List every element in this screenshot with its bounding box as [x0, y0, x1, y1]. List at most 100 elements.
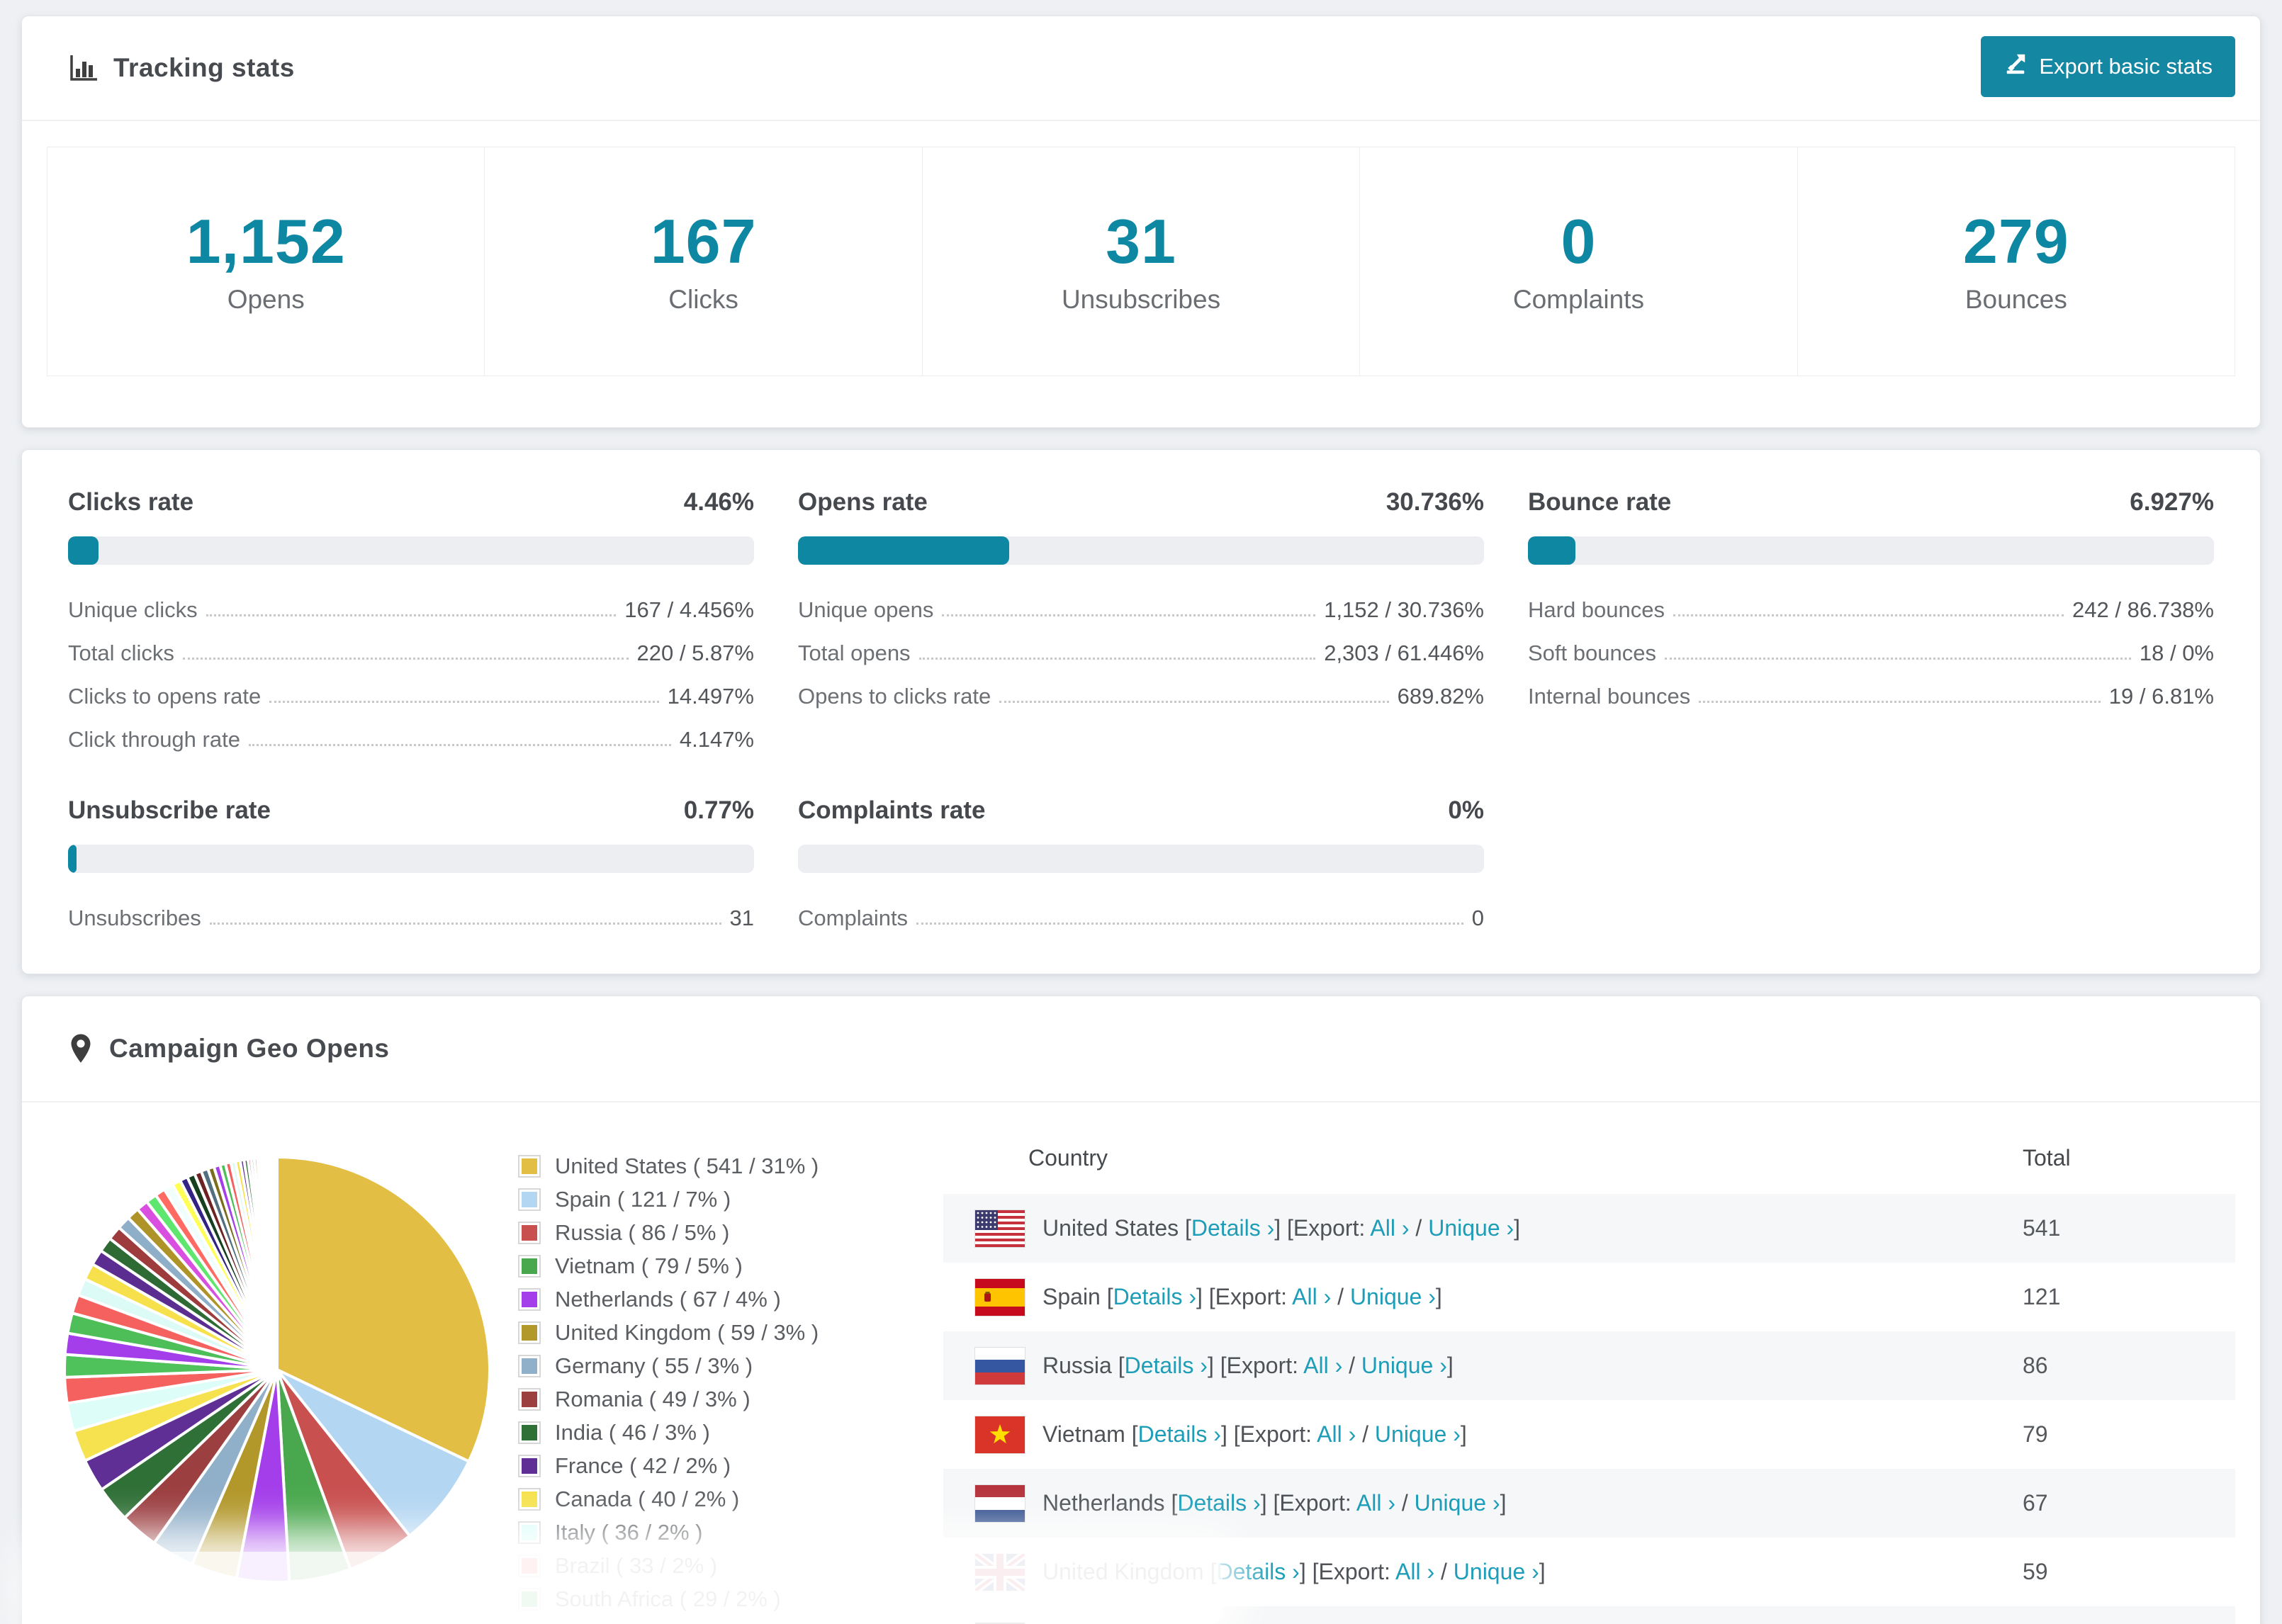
details-link[interactable]: Details › — [1113, 1284, 1196, 1309]
details-link[interactable]: Details › — [1124, 1353, 1208, 1378]
total-cell: 121 — [2023, 1284, 2061, 1309]
export-all-link[interactable]: All › — [1395, 1559, 1435, 1584]
rate-row: Click through rate 4.147% — [68, 727, 754, 752]
legend-item-united-states: United States ( 541 / 31% ) — [518, 1154, 926, 1179]
legend-label: United States ( 541 / 31% ) — [555, 1154, 819, 1178]
legend-item-india: India ( 46 / 3% ) — [518, 1420, 926, 1445]
export-all-link[interactable]: All › — [1317, 1421, 1356, 1447]
legend-swatch — [518, 1321, 541, 1344]
country-cell: Spain [Details ›] [Export: All › / Uniqu… — [1042, 1284, 1442, 1309]
stat-label: Complaints — [1512, 285, 1644, 314]
legend-item-netherlands: Netherlands ( 67 / 4% ) — [518, 1287, 926, 1312]
legend-label: France ( 42 / 2% ) — [555, 1453, 731, 1478]
rates-card: Clicks rate 4.46% Unique clicks 167 / 4.456… — [21, 449, 2261, 974]
rate-section-unsubscribe-rate: Unsubscribe rate 0.77% Unsubscribes 31 — [68, 796, 754, 931]
geo-table-header: Country Total — [943, 1124, 2235, 1194]
rate-title: Clicks rate — [68, 488, 194, 516]
rate-value: 0.77% — [683, 796, 754, 824]
rate-row-value: 1,152 / 30.736% — [1324, 597, 1484, 622]
dotted-leader — [209, 923, 721, 925]
rate-row-value: 4.147% — [679, 727, 754, 752]
rate-row: Total clicks 220 / 5.87% — [68, 641, 754, 666]
stat-box-bounces: 279 Bounces — [1798, 147, 2235, 376]
legend-item-germany: Germany ( 55 / 3% ) — [518, 1353, 926, 1379]
flag-icon-us — [974, 1209, 1025, 1248]
rate-row-label: Unique clicks — [68, 597, 198, 622]
stat-label: Clicks — [668, 285, 738, 314]
export-button-label: Export basic stats — [2039, 54, 2213, 79]
rates-grid: Clicks rate 4.46% Unique clicks 167 / 4.456… — [22, 450, 2260, 974]
tracking-stats-title: Tracking stats — [68, 53, 295, 83]
legend-label: Canada ( 40 / 2% ) — [555, 1487, 740, 1511]
rate-row-value: 689.82% — [1397, 684, 1484, 709]
details-link[interactable]: Details › — [1191, 1215, 1275, 1241]
dotted-leader — [182, 658, 629, 660]
legend-swatch — [518, 1488, 541, 1511]
rate-row-value: 220 / 5.87% — [636, 641, 754, 665]
rate-value: 30.736% — [1386, 488, 1484, 516]
rate-row-label: Total clicks — [68, 641, 174, 665]
export-all-link[interactable]: All › — [1370, 1215, 1410, 1241]
stat-value: 31 — [1106, 206, 1176, 276]
details-link[interactable]: Details › — [1137, 1421, 1221, 1447]
legend-label: Spain ( 121 / 7% ) — [555, 1187, 731, 1212]
export-unique-link[interactable]: Unique › — [1374, 1421, 1461, 1447]
rate-progress-bar — [1528, 536, 2214, 565]
stat-label: Unsubscribes — [1061, 285, 1221, 314]
dotted-leader — [269, 701, 659, 703]
flag-icon-ru — [974, 1346, 1025, 1385]
export-unique-link[interactable]: Unique › — [1428, 1215, 1514, 1241]
bottom-overlay-artifact — [39, 1552, 1222, 1624]
export-unique-link[interactable]: Unique › — [1453, 1559, 1539, 1584]
stats-wrap: 1,152 Opens 167 Clicks 31 Unsubscribes 0 Compla… — [22, 121, 2260, 427]
rate-row-label: Clicks to opens rate — [68, 684, 262, 709]
rate-row-value: 2,303 / 61.446% — [1324, 641, 1484, 665]
legend-swatch — [518, 1421, 541, 1444]
total-cell: 67 — [2023, 1490, 2048, 1516]
geo-table-row-united-states: United States [Details ›] [Export: All ›… — [943, 1194, 2235, 1263]
rate-row-label: Unsubscribes — [68, 906, 201, 930]
legend-item-italy: Italy ( 36 / 2% ) — [518, 1520, 926, 1545]
total-cell: 86 — [2023, 1353, 2048, 1378]
stat-value: 0 — [1561, 206, 1597, 276]
tracking-stats-header: Tracking stats Export basic stats — [22, 16, 2260, 121]
stat-value: 279 — [1962, 206, 2069, 276]
export-unique-link[interactable]: Unique › — [1414, 1490, 1500, 1516]
stat-box-unsubscribes: 31 Unsubscribes — [923, 147, 1361, 376]
rate-progress-bar — [798, 536, 1484, 565]
rate-row-label: Complaints — [798, 906, 909, 930]
rate-title: Unsubscribe rate — [68, 796, 271, 824]
rate-title: Opens rate — [798, 488, 928, 516]
details-link[interactable]: Details › — [1216, 1559, 1300, 1584]
export-all-link[interactable]: All › — [1303, 1353, 1343, 1378]
stat-value: 167 — [650, 206, 757, 276]
geo-title-text: Campaign Geo Opens — [109, 1034, 390, 1063]
export-unique-link[interactable]: Unique › — [1361, 1353, 1447, 1378]
pie-legend: United States ( 541 / 31% ) Spain ( 121 /… — [511, 1124, 926, 1624]
rate-row: Total opens 2,303 / 61.446% — [798, 641, 1484, 666]
pie-svg — [63, 1155, 491, 1584]
export-basic-stats-button[interactable]: Export basic stats — [1981, 36, 2235, 97]
rate-row: Internal bounces 19 / 6.81% — [1528, 684, 2214, 709]
rate-row-label: Unique opens — [798, 597, 934, 622]
geo-table-row-vietnam: Vietnam [Details ›] [Export: All › / Uni… — [943, 1400, 2235, 1469]
details-link[interactable]: Details › — [1177, 1490, 1261, 1516]
rate-row: Opens to clicks rate 689.82% — [798, 684, 1484, 709]
legend-swatch — [518, 1188, 541, 1211]
rate-row-value: 31 — [729, 906, 754, 930]
rate-title: Bounce rate — [1528, 488, 1672, 516]
rate-row: Unsubscribes 31 — [68, 906, 754, 931]
export-all-link[interactable]: All › — [1356, 1490, 1395, 1516]
dotted-leader — [918, 658, 1316, 660]
rate-row: Unique clicks 167 / 4.456% — [68, 597, 754, 623]
geo-table-row-spain: Spain [Details ›] [Export: All › / Uniqu… — [943, 1263, 2235, 1331]
export-all-link[interactable]: All › — [1292, 1284, 1332, 1309]
total-cell: 79 — [2023, 1421, 2048, 1447]
legend-item-canada: Canada ( 40 / 2% ) — [518, 1487, 926, 1512]
rate-row-value: 167 / 4.456% — [624, 597, 754, 622]
rate-value: 6.927% — [2130, 488, 2214, 516]
rate-progress-bar — [798, 845, 1484, 873]
dotted-leader — [1664, 658, 2131, 660]
export-unique-link[interactable]: Unique › — [1349, 1284, 1436, 1309]
rate-section-opens-rate: Opens rate 30.736% Unique opens 1,152 / 30.… — [798, 488, 1484, 752]
